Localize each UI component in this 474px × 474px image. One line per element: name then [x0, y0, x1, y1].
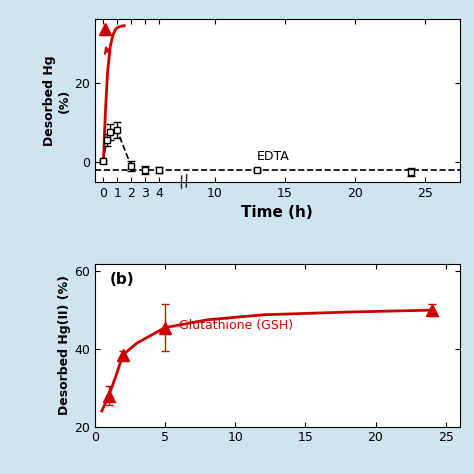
Y-axis label: Desorbed Hg(II) (%): Desorbed Hg(II) (%) [58, 275, 71, 415]
Text: EDTA: EDTA [257, 150, 290, 164]
X-axis label: Time (h): Time (h) [241, 205, 313, 220]
Text: //: // [177, 174, 191, 191]
Text: (b): (b) [109, 272, 134, 287]
Text: Glutathione (GSH): Glutathione (GSH) [179, 319, 293, 332]
Y-axis label: Desorbed Hg
(%): Desorbed Hg (%) [43, 55, 71, 146]
